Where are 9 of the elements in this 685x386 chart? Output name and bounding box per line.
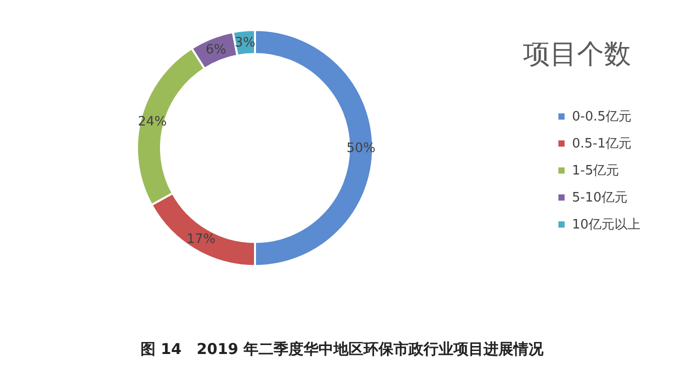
- data-label: 17%: [186, 232, 216, 248]
- legend-label: 0-0.5亿元: [572, 110, 632, 124]
- caption: 图 14 2019 年二季度华中地区环保市政行业项目进展情况: [140, 340, 545, 358]
- legend-label: 1-5亿元: [572, 164, 620, 178]
- legend-label: 5-10亿元: [572, 190, 628, 206]
- legend-label: 10亿元以上: [572, 218, 641, 232]
- data-label: 6%: [206, 42, 226, 58]
- chart-title: 项目个数: [523, 39, 631, 70]
- legend-label: 0.5-1亿元: [572, 136, 632, 152]
